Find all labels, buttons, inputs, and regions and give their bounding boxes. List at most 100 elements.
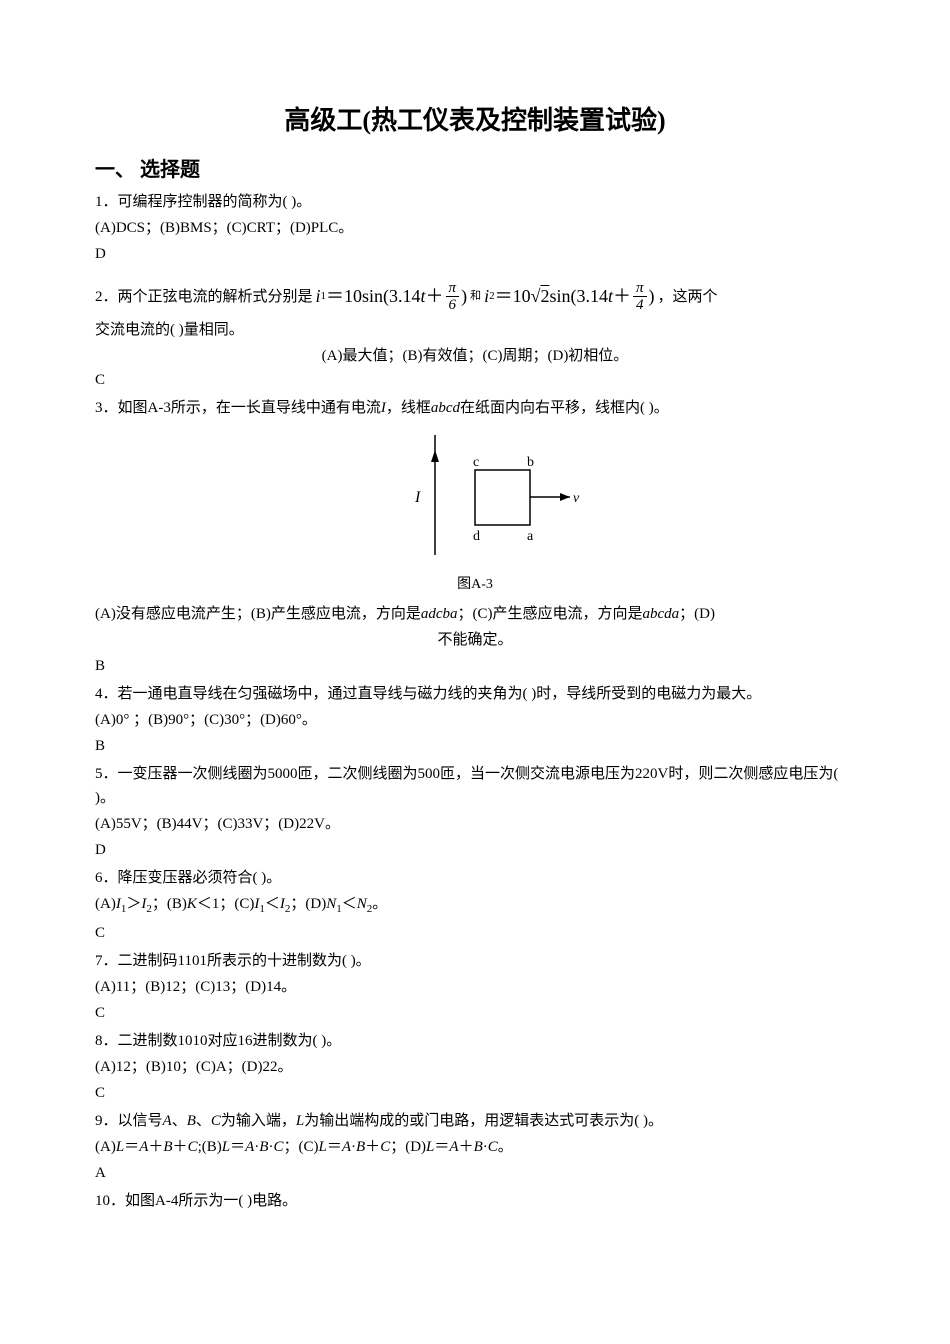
question-7: 7．二进制码1101所表示的十进制数为( )。 (95, 949, 855, 973)
q2-f2-eq: ＝10 (495, 282, 531, 311)
q9-p5: 为输出端构成的或门电路，用逻辑表达式可表示为( )。 (304, 1113, 663, 1129)
section-header: 一、 选择题 (95, 154, 855, 186)
diagram-label-d: d (473, 529, 480, 544)
q9o-eqb: ＝ (230, 1139, 245, 1155)
q9-p4: 为输入端， (221, 1113, 296, 1129)
q6-end: 。 (372, 896, 387, 912)
q9o-La: L (116, 1139, 124, 1155)
question-3: 3．如图A-3所示，在一长直导线中通有电流I，线框abcd在纸面内向右平移，线框… (95, 396, 855, 420)
q6-lt2: ＜ (265, 896, 280, 912)
q2-mid: 和 (470, 288, 481, 306)
question-6-options: (A)I1＞I2；(B)K＜1；(C)I1＜I2；(D)N1＜N2。 (95, 892, 855, 919)
question-9-options: (A)L＝A＋B＋C;(B)L＝A·B·C；(C)L＝A·B＋C；(D)L＝A＋… (95, 1135, 855, 1159)
q9o-p1: (A) (95, 1139, 116, 1155)
q9o-Ba: B (163, 1139, 172, 1155)
q6-gt: ＞ (126, 896, 141, 912)
q9o-Ac: A (342, 1139, 351, 1155)
q3-p2: ，线框 (386, 400, 431, 416)
q9-C: C (211, 1113, 221, 1129)
q2-formula1: i1＝10sin(3.14t＋π6) (316, 280, 468, 314)
question-2-answer: C (95, 368, 855, 392)
question-6: 6．降压变压器必须符合( )。 (95, 866, 855, 890)
q3-opt-p3: ；(D) (679, 606, 715, 622)
q9o-eqc: ＝ (327, 1139, 342, 1155)
question-7-options: (A)11；(B)12；(C)13；(D)14。 (95, 975, 855, 999)
question-1-options: (A)DCS；(B)BMS；(C)CRT；(D)PLC。 (95, 216, 855, 240)
q2-f2-sin: sin(3.14 (549, 282, 608, 311)
q2-f2-plus: ＋ (613, 282, 631, 311)
question-3-caption: 图A-3 (95, 574, 855, 596)
question-4-answer: B (95, 734, 855, 758)
q9o-Aa: A (139, 1139, 148, 1155)
q9o-Ab: A (245, 1139, 254, 1155)
q9o-Cd: C (488, 1139, 498, 1155)
q9-p1: 9．以信号 (95, 1113, 163, 1129)
q9o-Bc: B (356, 1139, 365, 1155)
q9o-Cb: C (273, 1139, 283, 1155)
diagram-label-v: v (573, 491, 580, 506)
q4-opt-p1: (A) (95, 712, 116, 728)
question-1: 1．可编程序控制器的简称为( )。 (95, 190, 855, 214)
q2-suffix: ，这两个 (658, 285, 718, 309)
q9o-Lc: L (318, 1139, 326, 1155)
q3-p1: 3．如图A-3所示，在一长直导线中通有电流 (95, 400, 381, 416)
q3-adcba: adcba (421, 606, 458, 622)
q9o-sc: ；(D) (390, 1139, 426, 1155)
question-5-options: (A)55V；(B)44V；(C)33V；(D)22V。 (95, 812, 855, 836)
q6-N2: N (357, 896, 367, 912)
question-8: 8．二进制数1010对应16进制数为( )。 (95, 1029, 855, 1053)
q6-lt3: ＜ (342, 896, 357, 912)
q9-B: B (187, 1113, 196, 1129)
q2-f2-close: ) (649, 282, 655, 311)
question-2: 2．两个正弦电流的解析式分别是 i1＝10sin(3.14t＋π6) 和 i2＝… (95, 280, 855, 314)
q6-semi1: ；(B) (152, 896, 187, 912)
question-8-answer: C (95, 1081, 855, 1105)
q9o-eqd: ＝ (434, 1139, 449, 1155)
q9o-pa1: ＋ (148, 1139, 163, 1155)
question-1-answer: D (95, 242, 855, 266)
q9-A: A (163, 1113, 172, 1129)
q9-p3: 、 (196, 1113, 211, 1129)
q2-f1-plus: ＋ (426, 282, 444, 311)
page-title: 高级工(热工仪表及控制装置试验) (95, 100, 855, 142)
q2-f2-den: 4 (633, 297, 647, 314)
q3-opt-p1: (A)没有感应电流产生；(B)产生感应电流，方向是 (95, 606, 421, 622)
q2-f1-eq: ＝10sin(3.14 (326, 282, 421, 311)
q2-f1-den: 6 (446, 297, 460, 314)
q3-abcd: abcd (431, 400, 460, 416)
question-10: 10．如图A-4所示为一( )电路。 (95, 1189, 855, 1213)
q3-abcda: abcda (643, 606, 680, 622)
q2-f1-close: ) (461, 282, 467, 311)
q3-opt-p2: ；(C)产生感应电流，方向是 (458, 606, 643, 622)
diagram-label-a: a (527, 529, 534, 544)
q9-L: L (296, 1113, 304, 1129)
question-4-options: (A)0° ；(B)90°；(C)30°；(D)60°。 (95, 708, 855, 732)
diagram-label-I: I (414, 489, 421, 506)
q9o-pc: ＋ (365, 1139, 380, 1155)
question-6-answer: C (95, 921, 855, 945)
question-3-diagram: I c b d a v (95, 430, 855, 568)
question-5-answer: D (95, 838, 855, 862)
q9-p2: 、 (172, 1113, 187, 1129)
q9o-end: 。 (498, 1139, 513, 1155)
question-3-options-line2: 不能确定。 (95, 628, 855, 652)
question-9-answer: A (95, 1161, 855, 1185)
q2-f2-frac: π4 (633, 280, 647, 314)
q6-N1: N (326, 896, 336, 912)
q9o-eqa: ＝ (124, 1139, 139, 1155)
question-9: 9．以信号A、B、C为输入端，L为输出端构成的或门电路，用逻辑表达式可表示为( … (95, 1109, 855, 1133)
q9o-Ca: C (188, 1139, 198, 1155)
question-3-options: (A)没有感应电流产生；(B)产生感应电流，方向是adcba；(C)产生感应电流… (95, 602, 855, 626)
q6-semi2: ；(D) (290, 896, 326, 912)
q6-K: K (187, 896, 197, 912)
question-4: 4．若一通电直导线在匀强磁场中，通过直导线与磁力线的夹角为( )时，导线所受到的… (95, 682, 855, 706)
q4-opt-p2: ；(B)90°；(C)30°；(D)60°。 (129, 712, 317, 728)
question-3-answer: B (95, 654, 855, 678)
question-7-answer: C (95, 1001, 855, 1025)
q6-lt1: ＜1；(C) (197, 896, 255, 912)
q2-f1-num: π (446, 280, 460, 298)
question-2-line2: 交流电流的( )量相同。 (95, 318, 855, 342)
q2-formula2: i2＝10√2sin(3.14t＋π4) (484, 280, 654, 314)
q2-f2-sqrt: 2 (540, 282, 549, 311)
q9o-Bd: B (474, 1139, 483, 1155)
